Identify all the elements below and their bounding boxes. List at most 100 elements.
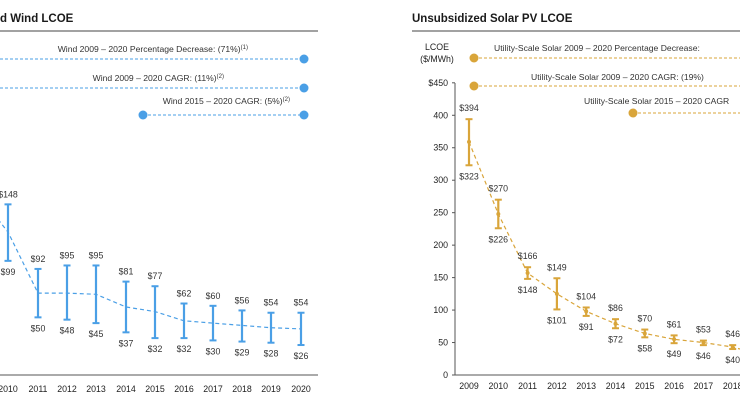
data-label-low: $50 [31,323,46,333]
data-label-high: $61 [667,319,682,329]
data-label-high: $104 [576,291,596,301]
data-label-low: $46 [696,351,711,361]
annotation-marker [469,53,479,63]
x-tick-label: 2014 [116,384,136,394]
midpoint-marker [496,211,501,216]
data-label-high: $270 [489,184,509,194]
data-label-high: $95 [89,250,104,260]
y-tick-label: 350 [433,143,448,153]
data-label-high: $394 [459,103,479,113]
data-label-high: $81 [119,267,134,277]
data-label-low: $32 [148,344,163,354]
data-label-high: $148 [0,189,18,199]
y-tick-label: 100 [433,305,448,315]
data-label-low: $91 [579,322,594,332]
data-label-low: $99 [1,267,16,277]
y-axis-label: LCOE [425,42,449,52]
solar-chart: Unsubsidized Solar PV LCOE LCOE ($/MWh) $45… [412,13,740,391]
data-label-high: $53 [696,325,711,335]
y-tick-label: 150 [433,273,448,283]
annotation-marker [299,54,309,64]
wind-chart: d Wind LCOE Wind 2009 – 2020 Percentage D… [0,13,318,394]
chart-title: d Wind LCOE [0,13,74,25]
x-tick-label: 2016 [664,381,684,391]
x-tick-label: 2018 [232,384,252,394]
data-label-high: $86 [608,303,623,313]
data-label-low: $226 [489,234,509,244]
x-tick-label: 2015 [145,384,165,394]
x-tick-label: 2020 [291,384,311,394]
data-label-high: $46 [725,329,740,339]
data-label-low: $30 [206,346,221,356]
data-label-high: $95 [60,250,75,260]
x-tick-label: 2012 [57,384,77,394]
x-tick-label: 2011 [29,384,48,394]
annotation-text: Wind 2009 – 2020 CAGR: (11%)(2) [93,73,224,83]
data-label-low: $58 [637,343,652,353]
midpoint-marker [672,337,677,342]
chart-title: Unsubsidized Solar PV LCOE [412,13,573,25]
trend-line [468,141,740,350]
data-label-high: $60 [206,291,221,301]
annotation-text: Utility-Scale Solar 2009 – 2020 Percenta… [494,43,700,53]
x-tick-label: 2014 [606,381,626,391]
data-label-high: $54 [264,298,279,308]
y-tick-label: 0 [443,370,448,380]
x-tick-label: 2019 [261,384,281,394]
data-label-low: $37 [119,338,134,348]
trend-line [0,220,302,330]
data-label-high: $149 [547,262,567,272]
midpoint-marker [467,139,471,144]
data-label-low: $48 [60,326,75,336]
y-tick-label: 300 [433,175,448,185]
y-axis-label: ($/MWh) [420,54,454,64]
annotation-text: Utility-Scale Solar 2009 – 2020 CAGR: (1… [531,72,704,82]
x-tick-label: 2017 [694,381,714,391]
data-label-high: $62 [177,289,192,299]
x-tick-label: 2017 [203,384,223,394]
data-label-low: $49 [667,349,682,359]
data-label-low: $28 [264,349,279,359]
midpoint-marker [730,345,735,350]
x-tick-label: 2016 [174,384,194,394]
annotation-text: Utility-Scale Solar 2015 – 2020 CAGR [584,96,729,106]
data-label-low: $101 [547,315,567,325]
annotation-marker [138,110,148,120]
y-tick-label: $450 [428,78,448,88]
annotation-text: Wind 2015 – 2020 CAGR: (5%)(2) [163,96,290,106]
annotation-text: Wind 2009 – 2020 Percentage Decrease: (7… [58,44,248,54]
data-label-low: $323 [459,171,479,181]
annotation-marker [469,81,479,91]
data-label-low: $45 [89,329,104,339]
midpoint-marker [525,271,530,276]
y-tick-label: 400 [433,110,448,120]
data-label-high: $166 [518,251,538,261]
data-label-low: $26 [294,351,309,361]
data-label-high: $56 [235,295,250,305]
x-tick-label: 2009 [459,381,479,391]
data-label-low: $148 [518,285,538,295]
data-label-low: $32 [177,344,192,354]
y-tick-label: 50 [438,338,448,348]
data-label-low: $72 [608,334,623,344]
midpoint-marker [613,321,618,326]
x-tick-label: 2010 [489,381,509,391]
midpoint-marker [554,291,559,296]
data-label-high: $92 [31,254,46,264]
data-label-high: $77 [148,271,163,281]
x-tick-label: 2015 [635,381,655,391]
annotation-marker [299,110,309,120]
annotation-marker [299,83,309,93]
data-label-high: $70 [637,314,652,324]
midpoint-marker [701,340,706,345]
y-tick-label: 200 [433,240,448,250]
data-label-high: $54 [294,298,309,308]
data-label-low: $29 [235,348,250,358]
x-tick-label: 2018 [723,381,740,391]
x-tick-label: 2012 [547,381,567,391]
x-tick-label: 2013 [576,381,596,391]
data-label-low: $40 [725,355,740,365]
y-tick-label: 250 [433,208,448,218]
x-tick-label: 2011 [518,381,537,391]
